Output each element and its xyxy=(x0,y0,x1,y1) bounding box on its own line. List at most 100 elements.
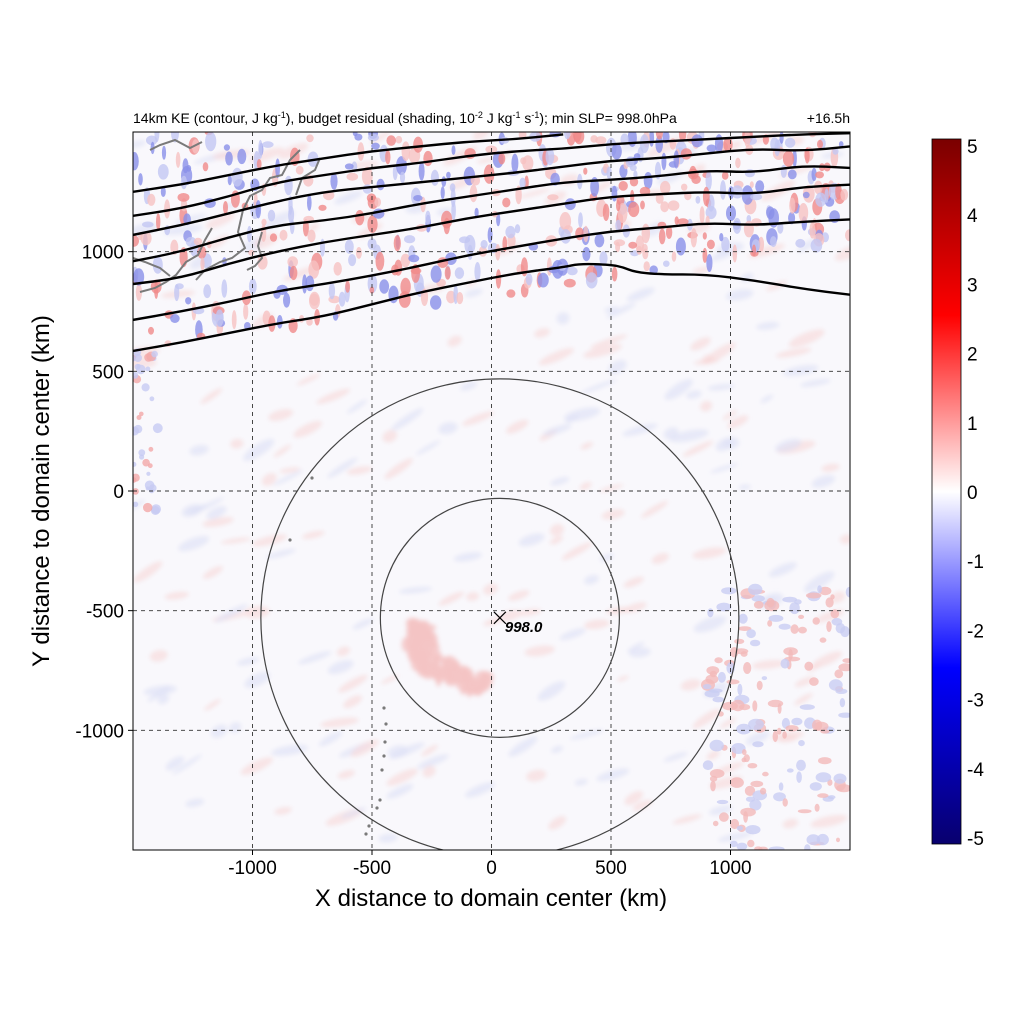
shade-blob xyxy=(146,471,151,476)
range-circles xyxy=(260,378,740,850)
shade-blob xyxy=(608,360,627,374)
shade-blob xyxy=(729,840,738,848)
shade-blob xyxy=(268,409,294,421)
shade-blob xyxy=(334,191,363,205)
shade-blob xyxy=(584,574,599,585)
island-dot xyxy=(367,824,371,828)
shade-blob xyxy=(191,139,200,154)
shade-blob xyxy=(719,717,736,729)
shade-blob xyxy=(548,816,566,830)
shade-blob xyxy=(148,446,154,452)
shade-blob xyxy=(629,164,637,172)
shade-blob xyxy=(709,805,733,816)
shade-blob xyxy=(710,780,716,792)
ke-contour-line xyxy=(133,165,850,263)
shade-blob xyxy=(327,660,354,675)
shade-blob xyxy=(473,132,490,140)
shade-blob xyxy=(354,133,363,141)
shade-blob xyxy=(306,318,313,326)
shade-blob xyxy=(628,241,638,249)
shade-blob xyxy=(839,698,846,708)
low-center-x xyxy=(493,611,507,625)
shade-blob xyxy=(782,150,795,167)
shade-blob xyxy=(320,717,359,728)
shade-blob xyxy=(518,533,545,547)
shade-blob xyxy=(738,484,751,490)
shade-blob xyxy=(811,475,835,488)
shade-blob xyxy=(641,243,648,253)
shade-blob xyxy=(243,303,249,320)
shade-blob xyxy=(135,283,142,301)
shade-blob xyxy=(502,197,511,208)
shade-blob xyxy=(712,696,725,703)
shade-blob xyxy=(639,186,651,196)
shade-blob xyxy=(617,675,629,682)
shade-blob xyxy=(343,695,363,709)
shade-blob xyxy=(840,626,850,638)
shade-blob xyxy=(480,239,488,249)
shade-blob xyxy=(456,292,464,305)
shade-blob xyxy=(422,671,435,680)
shade-blob xyxy=(777,221,784,234)
shade-blob xyxy=(578,212,583,228)
shade-blob xyxy=(702,684,712,690)
shade-blob xyxy=(446,171,451,179)
shade-blob xyxy=(726,679,740,685)
shade-blob xyxy=(189,445,209,456)
shade-blob xyxy=(707,608,714,618)
shade-blob xyxy=(599,484,624,492)
shade-blob xyxy=(408,254,420,263)
shade-blob xyxy=(674,216,679,225)
shade-blob xyxy=(149,396,155,402)
shade-blob xyxy=(731,185,744,199)
shade-blob xyxy=(134,363,141,370)
shade-blob xyxy=(808,132,817,138)
shade-blob xyxy=(794,676,815,687)
shade-blob xyxy=(309,293,320,306)
shade-blob xyxy=(307,223,320,232)
shade-blob xyxy=(274,806,292,815)
shade-blob xyxy=(784,137,796,148)
shade-blob xyxy=(732,217,742,234)
shade-blob xyxy=(737,683,743,696)
colorbar-tick-label: -3 xyxy=(967,691,984,712)
shade-blob xyxy=(611,143,622,160)
shade-blob xyxy=(262,141,274,148)
shade-blob xyxy=(465,782,495,798)
shade-blob xyxy=(328,282,336,300)
shade-blob xyxy=(518,188,551,199)
shade-blob xyxy=(462,685,472,692)
shade-blob xyxy=(736,842,748,850)
shade-blob xyxy=(443,217,450,235)
shade-blob xyxy=(700,401,713,412)
ke-contour-line xyxy=(133,145,850,237)
shade-blob xyxy=(658,228,666,245)
shade-blob xyxy=(821,463,840,472)
shade-blob xyxy=(495,269,502,289)
shade-blob xyxy=(796,771,802,783)
shade-blob xyxy=(430,295,442,310)
shade-blob xyxy=(782,798,788,807)
shade-blob xyxy=(438,422,458,435)
shade-blob xyxy=(393,235,401,252)
shade-blob xyxy=(772,730,778,743)
shade-blob xyxy=(474,262,481,282)
shade-blob xyxy=(596,768,630,782)
shade-blob xyxy=(136,415,142,420)
shade-blob xyxy=(809,677,819,686)
shade-blob xyxy=(378,833,398,843)
shade-blob xyxy=(751,244,757,257)
shade-blob xyxy=(768,846,785,850)
ke-contour-line xyxy=(133,262,850,353)
shade-blob xyxy=(185,297,192,305)
shade-blob xyxy=(785,725,799,732)
shade-blob xyxy=(705,170,712,191)
shade-blob xyxy=(746,731,770,745)
colorbar-tick-label: -4 xyxy=(967,760,984,781)
shade-blob xyxy=(836,784,850,793)
shade-blob xyxy=(748,718,764,731)
shade-blob xyxy=(355,210,365,226)
shade-blob xyxy=(258,139,263,159)
shade-blob xyxy=(580,379,617,394)
shade-blob xyxy=(626,287,655,302)
